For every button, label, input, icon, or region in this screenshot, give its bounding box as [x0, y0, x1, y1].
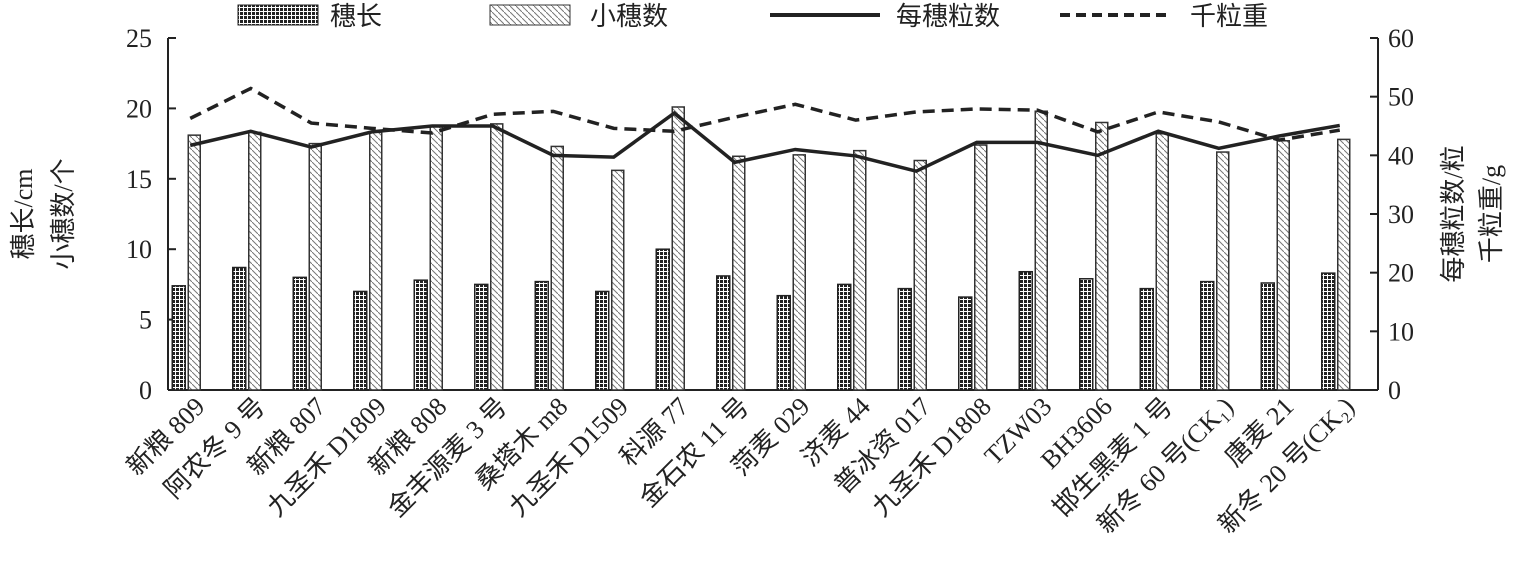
left-tick-label: 0 [139, 376, 152, 405]
right-tick-label: 30 [1388, 200, 1414, 229]
bar-spikelets [248, 131, 262, 391]
bar-ear-length [958, 296, 973, 391]
right-axis-title-1: 每穗粒数/粒 [1439, 145, 1468, 282]
bar-spikelets [1216, 151, 1230, 391]
bar-spikelets [1095, 121, 1109, 391]
bar-spikelets [974, 144, 988, 391]
bar-spikelets [853, 149, 867, 391]
bar-ear-length [353, 290, 368, 391]
bar-ear-length [776, 294, 791, 391]
legend-label-ear-length: 穗长 [330, 2, 382, 31]
bar-spikelets [187, 134, 201, 391]
bar-ear-length [292, 276, 307, 391]
right-tick-label: 40 [1388, 141, 1414, 170]
left-tick-label: 20 [126, 94, 152, 123]
bar-spikelets [732, 155, 746, 391]
bar-ear-length [171, 285, 186, 391]
bar-spikelets [792, 154, 806, 391]
bar-ear-length [1200, 280, 1215, 391]
right-tick-label: 10 [1388, 317, 1414, 346]
bar-spikelets [671, 106, 685, 391]
bar-spikelets [308, 142, 322, 391]
bar-spikelets [369, 131, 383, 391]
left-tick-label: 25 [126, 24, 152, 53]
bar-ear-length [474, 283, 489, 391]
bar-ear-length [534, 280, 549, 391]
left-axis-title-2: 小穗数/个 [49, 158, 78, 269]
left-axis-title-1: 穗长/cm [9, 169, 38, 260]
legend-label-spikelets: 小穗数 [590, 2, 668, 31]
bar-ear-length [837, 283, 852, 391]
right-tick-label: 0 [1388, 376, 1401, 405]
legend-label-grains: 每穗粒数 [896, 2, 1000, 31]
left-tick-label: 5 [139, 306, 152, 335]
bar-spikelets [1155, 132, 1169, 391]
bar-spikelets [611, 169, 625, 391]
bar-ear-length [232, 266, 247, 391]
left-tick-label: 15 [126, 165, 152, 194]
bar-ear-length [1079, 278, 1094, 391]
bar-ear-length [1260, 282, 1275, 391]
right-tick-label: 50 [1388, 83, 1414, 112]
bar-spikelets [913, 159, 927, 391]
bar-ear-length [897, 287, 912, 391]
bar-spikelets [429, 125, 443, 391]
bar-ear-length [1321, 272, 1336, 391]
line-grains-per-spike [189, 110, 1341, 174]
bar-ear-length [1139, 287, 1154, 391]
right-tick-label: 60 [1388, 24, 1414, 53]
bar-ear-length [1018, 270, 1033, 391]
bar-spikelets [550, 145, 564, 391]
bar-ear-length [716, 275, 731, 391]
line-thousand-grain-weight [189, 86, 1341, 142]
legend-swatch-spikelets [489, 4, 571, 26]
legend-swatch-ear-length [237, 4, 319, 26]
right-axis-title-2: 千粒重/g [1477, 165, 1506, 263]
right-tick-label: 20 [1388, 259, 1414, 288]
left-tick-label: 10 [126, 235, 152, 264]
bar-spikelets [1337, 138, 1351, 391]
bar-ear-length [595, 290, 610, 391]
bar-ear-length [655, 248, 670, 391]
bar-spikelets [1276, 140, 1290, 391]
legend-label-tkw: 千粒重 [1190, 2, 1268, 31]
bar-ear-length [413, 279, 428, 391]
bar-spikelets [490, 123, 504, 391]
bar-spikelets [1034, 110, 1048, 391]
